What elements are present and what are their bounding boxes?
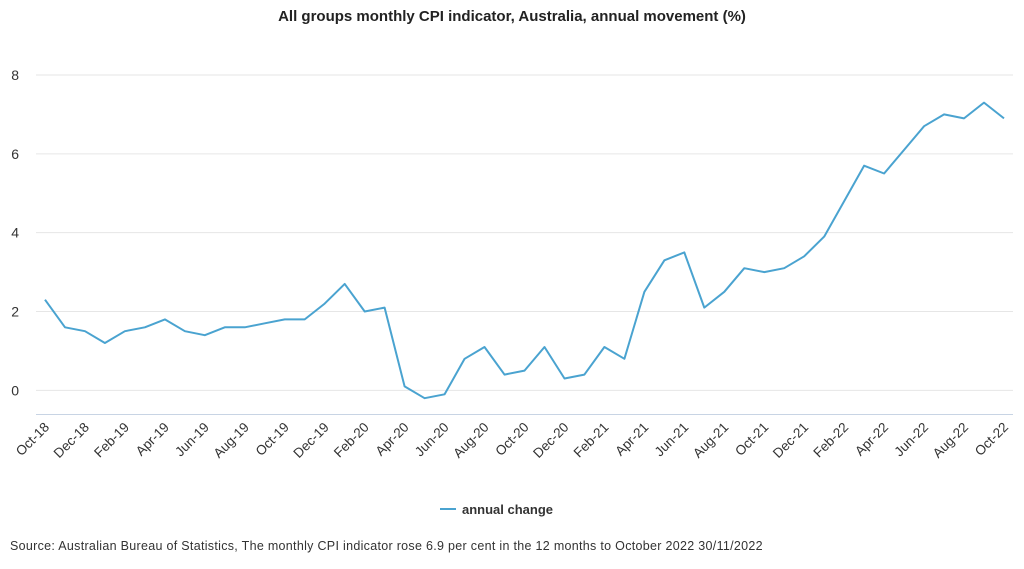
data-point — [962, 116, 966, 120]
x-tick-label: Aug-20 — [450, 420, 491, 461]
legend[interactable]: annual change — [440, 502, 553, 517]
data-point — [123, 329, 127, 333]
x-tick-label: Feb-21 — [571, 420, 612, 461]
x-tick-label: Jun-20 — [412, 420, 452, 460]
data-point — [83, 329, 87, 333]
data-point — [982, 101, 986, 105]
data-point — [922, 124, 926, 128]
x-tick-label: Aug-21 — [690, 420, 731, 461]
chart-title: All groups monthly CPI indicator, Austra… — [278, 8, 746, 25]
data-point — [343, 282, 347, 286]
data-point — [902, 148, 906, 152]
x-tick-label: Oct-21 — [732, 420, 771, 459]
data-point — [523, 369, 527, 373]
data-point — [602, 345, 606, 349]
x-tick-label: Apr-19 — [133, 420, 172, 459]
x-tick-label: Jun-21 — [652, 420, 692, 460]
data-point — [562, 377, 566, 381]
data-point — [423, 396, 427, 400]
data-point — [642, 290, 646, 294]
y-tick-label: 6 — [11, 146, 19, 162]
data-point — [463, 357, 467, 361]
data-point — [143, 325, 147, 329]
data-point — [223, 325, 227, 329]
x-tick-label: Dec-21 — [770, 420, 811, 461]
x-tick-label: Jun-19 — [172, 420, 212, 460]
x-tick-label: Dec-19 — [290, 420, 331, 461]
data-point — [722, 290, 726, 294]
x-tick-label: Apr-22 — [852, 420, 891, 459]
x-tick-label: Feb-20 — [331, 420, 372, 461]
x-tick-label: Apr-20 — [372, 420, 411, 459]
source-note: Source: Australian Bureau of Statistics,… — [10, 539, 763, 553]
data-point — [882, 172, 886, 176]
data-point — [283, 317, 287, 321]
x-tick-label: Oct-19 — [253, 420, 292, 459]
data-point — [942, 112, 946, 116]
x-tick-label: Dec-18 — [51, 420, 92, 461]
data-point — [802, 254, 806, 258]
series-line-annual-change — [44, 101, 1005, 400]
data-point — [363, 310, 367, 314]
data-point — [622, 357, 626, 361]
data-point — [582, 373, 586, 377]
data-point — [483, 345, 487, 349]
x-tick-label: Aug-22 — [930, 420, 971, 461]
x-tick-label: Oct-22 — [972, 420, 1011, 459]
x-tick-label: Oct-20 — [492, 420, 531, 459]
y-tick-label: 8 — [11, 67, 19, 83]
data-point — [762, 270, 766, 274]
data-point — [742, 266, 746, 270]
y-tick-label: 2 — [11, 304, 19, 320]
data-point — [443, 392, 447, 396]
data-point — [403, 384, 407, 388]
data-point — [303, 317, 307, 321]
data-point — [63, 325, 67, 329]
x-tick-label: Apr-21 — [612, 420, 651, 459]
data-point — [822, 235, 826, 239]
data-point — [243, 325, 247, 329]
data-point — [383, 306, 387, 310]
x-tick-label: Aug-19 — [211, 420, 252, 461]
data-point — [43, 298, 47, 302]
data-point — [542, 345, 546, 349]
data-point — [203, 333, 207, 337]
data-point — [1002, 116, 1006, 120]
y-tick-label: 0 — [11, 382, 19, 398]
x-tick-label: Oct-18 — [13, 420, 52, 459]
data-point — [682, 250, 686, 254]
data-point — [842, 199, 846, 203]
data-point — [263, 321, 267, 325]
x-tick-label: Feb-22 — [810, 420, 851, 461]
x-tick-label: Feb-19 — [91, 420, 132, 461]
legend-label: annual change — [462, 502, 553, 517]
data-point — [103, 341, 107, 345]
x-tick-label: Jun-22 — [891, 420, 931, 460]
data-point — [702, 306, 706, 310]
data-point — [662, 258, 666, 262]
data-point — [163, 317, 167, 321]
data-point — [782, 266, 786, 270]
y-tick-label: 4 — [11, 225, 19, 241]
data-point — [183, 329, 187, 333]
data-point — [323, 302, 327, 306]
x-tick-label: Dec-20 — [530, 420, 571, 461]
data-point — [503, 373, 507, 377]
data-point — [862, 164, 866, 168]
